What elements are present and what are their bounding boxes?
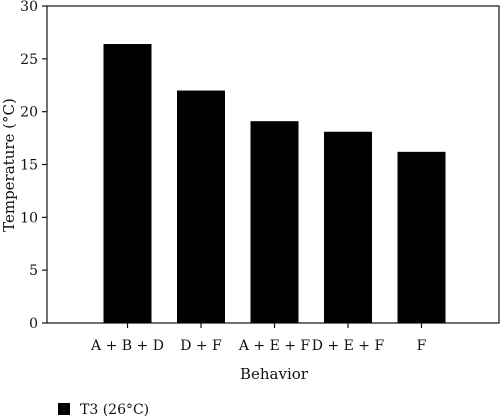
legend: T3 (26°C) bbox=[58, 402, 149, 418]
x-tick-label: F bbox=[417, 338, 427, 354]
bar bbox=[177, 90, 225, 324]
y-tick-label: 20 bbox=[20, 105, 38, 121]
bar bbox=[397, 151, 446, 323]
y-axis-title: Temperature (°C) bbox=[0, 98, 18, 232]
x-tick-label: D + F bbox=[180, 338, 222, 354]
y-tick-label: 25 bbox=[20, 52, 38, 68]
bar bbox=[324, 131, 372, 323]
bars bbox=[103, 44, 446, 324]
y-tick-label: 10 bbox=[20, 210, 38, 226]
x-tick-label: D + E + F bbox=[312, 338, 385, 354]
y-axis-ticks: 0 5 10 15 20 25 30 bbox=[20, 0, 47, 332]
y-tick-label: 30 bbox=[20, 0, 38, 15]
x-axis-title: Behavior bbox=[240, 365, 309, 383]
legend-label: T3 (26°C) bbox=[80, 402, 149, 418]
y-tick-label: 0 bbox=[29, 316, 38, 332]
legend-swatch bbox=[58, 403, 70, 415]
x-tick-label: A + B + D bbox=[90, 338, 164, 354]
y-tick-label: 5 bbox=[29, 263, 38, 279]
bar bbox=[250, 121, 299, 323]
y-tick-label: 15 bbox=[20, 158, 38, 174]
bar bbox=[103, 44, 152, 323]
x-tick-label: A + E + F bbox=[238, 338, 311, 354]
